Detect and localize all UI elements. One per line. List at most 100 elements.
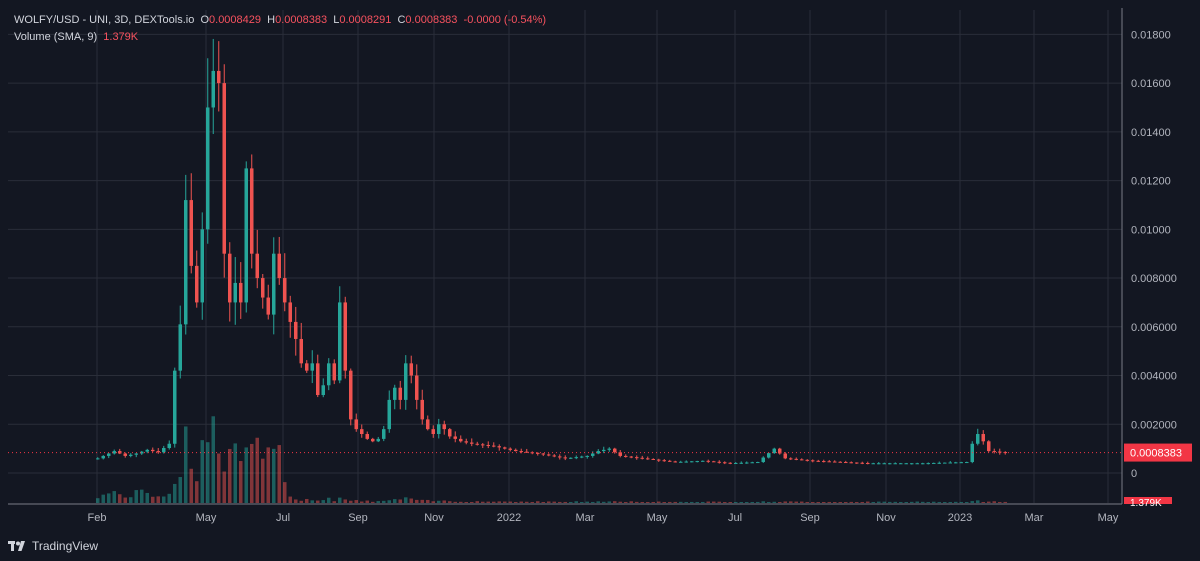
price-chart[interactable]: 0.01800 0.01600 0.01400 0.01200 0.01000 0.008…: [0, 0, 1200, 530]
volume-bar: [497, 501, 501, 503]
volume-bar: [316, 500, 320, 503]
candle-body: [629, 456, 633, 458]
candle-body: [541, 453, 545, 455]
volume-bar: [657, 501, 661, 503]
candle-body: [745, 462, 749, 464]
volume-bar: [673, 501, 677, 503]
volume-bar: [266, 447, 270, 503]
x-tick-label: Jul: [276, 512, 290, 524]
volume-bar: [250, 443, 254, 503]
volume-bar: [420, 499, 424, 503]
volume-bar: [332, 501, 336, 503]
volume-bar: [140, 489, 144, 503]
y-tick-label: 0.002000: [1131, 419, 1177, 431]
volume-bar: [596, 501, 600, 503]
candle-body: [888, 463, 892, 465]
volume-bar: [222, 471, 226, 503]
candle-body: [756, 462, 760, 464]
candle-body: [437, 424, 441, 435]
volume-bar: [965, 502, 969, 503]
volume-bar: [789, 501, 793, 503]
volume-bar: [800, 501, 804, 503]
candle-body: [360, 429, 364, 435]
candle-body: [750, 462, 754, 464]
volume-bar: [844, 502, 848, 503]
candle-body: [849, 462, 853, 464]
candle-body: [162, 448, 166, 453]
open-value: 0.0008429: [209, 14, 262, 26]
candle-body: [695, 461, 699, 463]
volume-bar: [591, 501, 595, 503]
y-tick-label: 0.01600: [1131, 78, 1171, 90]
candle-body: [767, 453, 771, 458]
volume-bar: [178, 477, 182, 503]
volume-bar: [96, 498, 100, 503]
candle-body: [624, 455, 628, 457]
high-value: 0.0008383: [275, 14, 328, 26]
candle-body: [211, 70, 215, 108]
volume-bar: [970, 501, 974, 503]
volume-bar: [695, 502, 699, 503]
candle-body: [393, 387, 397, 400]
candle-body: [332, 363, 336, 381]
candle-body: [184, 200, 188, 325]
volume-bar: [299, 500, 303, 503]
candle-body: [585, 455, 589, 457]
candle-body: [712, 461, 716, 463]
volume-bar: [712, 501, 716, 503]
volume-bar: [827, 501, 831, 503]
candle-body: [794, 458, 798, 460]
candle-body: [855, 462, 859, 464]
candle-body: [167, 443, 171, 449]
last-price-badge-text: 0.0008383: [1130, 448, 1182, 460]
volume-badge: [1124, 497, 1172, 504]
candle-body: [426, 419, 430, 430]
candle-body: [382, 429, 386, 439]
volume-bar: [635, 501, 639, 503]
price-badges: 0.0008383 1.379K: [1124, 443, 1192, 509]
candle-body: [690, 461, 694, 463]
volume-bar: [761, 501, 765, 503]
candle-body: [959, 462, 963, 464]
candle-body: [217, 70, 221, 84]
candle-body: [662, 460, 666, 462]
volume-bar: [745, 502, 749, 503]
candle-body: [783, 453, 787, 459]
candles: [96, 38, 1007, 465]
volume-bar: [184, 426, 188, 503]
volume-bar: [811, 502, 815, 503]
candle-body: [261, 278, 265, 298]
candle-body: [558, 456, 562, 458]
volume-bar: [574, 501, 578, 503]
volume-bar: [855, 502, 859, 503]
candle-body: [739, 462, 743, 464]
volume-bar: [585, 501, 589, 503]
volume-bar: [277, 445, 281, 503]
candle-body: [178, 324, 182, 371]
volume-bar: [475, 501, 479, 503]
candle-body: [640, 457, 644, 459]
volume-legend: Volume (SMA, 9) 1.379K: [14, 31, 138, 43]
candle-body: [239, 282, 243, 303]
candle-body: [948, 462, 952, 464]
volume-bar: [684, 502, 688, 503]
candle-body: [679, 461, 683, 463]
candle-body: [838, 461, 842, 463]
tradingview-logo[interactable]: TradingView: [8, 539, 98, 553]
volume-bar: [244, 447, 248, 503]
volume-bar: [195, 481, 199, 503]
volume-bar: [816, 502, 820, 503]
candle-body: [415, 375, 419, 400]
volume-bar: [937, 502, 941, 503]
candle-body: [673, 461, 677, 463]
volume-bar: [360, 501, 364, 503]
volume-bar: [129, 497, 133, 503]
volume-bar: [877, 501, 881, 503]
volume-bar: [778, 502, 782, 503]
volume-badge-text: 1.379K: [1130, 498, 1162, 509]
volume-bar: [167, 493, 171, 503]
candle-body: [459, 438, 463, 442]
close-value: 0.0008383: [405, 14, 458, 26]
volume-bar: [624, 502, 628, 503]
